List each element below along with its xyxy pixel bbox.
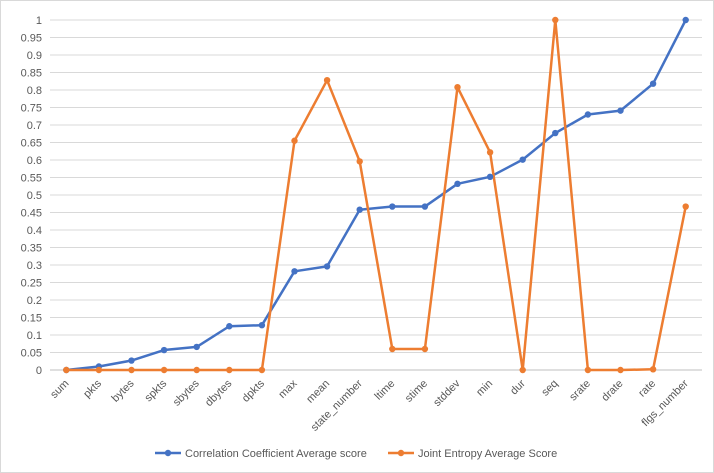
data-point — [552, 129, 559, 137]
data-point — [258, 322, 266, 329]
data-point — [226, 366, 233, 374]
y-tick-label: 0.1 — [27, 330, 42, 342]
data-point — [682, 16, 689, 24]
x-tick-label: sum — [48, 378, 71, 401]
data-point — [584, 111, 592, 118]
series-line-0 — [66, 19, 687, 372]
data-point — [193, 366, 200, 374]
data-point — [552, 16, 559, 24]
data-point — [323, 263, 331, 270]
series-lines — [66, 18, 687, 372]
data-point — [519, 156, 526, 163]
series-line-1 — [66, 18, 687, 372]
y-axis-tick-labels: 0 0.05 0.1 0.15 0.2 0.25 0.3 0.35 0.4 0.45 0.5 0.55… — [21, 15, 42, 377]
series-points — [63, 16, 689, 374]
data-point — [454, 84, 461, 91]
x-tick-label: bytes — [110, 377, 137, 404]
x-tick-label: spkts — [143, 377, 170, 404]
y-tick-label: 0.6 — [27, 155, 42, 167]
legend-label: Correlation Coefficient Average score — [185, 448, 367, 460]
y-tick-label: 0.55 — [21, 173, 42, 185]
y-tick-label: 0.45 — [21, 208, 42, 220]
y-tick-label: 0.35 — [21, 243, 42, 255]
data-point — [356, 206, 363, 213]
y-tick-label: 0.65 — [21, 138, 42, 150]
x-tick-label: rate — [636, 378, 658, 400]
legend-swatch-marker — [164, 449, 172, 457]
data-point — [389, 203, 396, 210]
x-tick-label: min — [474, 378, 495, 399]
x-tick-label: dbytes — [203, 377, 235, 409]
data-point — [63, 366, 70, 374]
x-axis-tick-labels: sum pkts bytes spkts sbytes dbytes dpkts max mea… — [48, 377, 691, 433]
legend-label: Joint Entropy Average Score — [418, 448, 557, 460]
x-tick-label: pkts — [81, 377, 104, 400]
y-tick-label: 0.2 — [27, 295, 42, 307]
data-point — [291, 268, 298, 275]
x-tick-label: stddev — [431, 377, 463, 409]
legend-swatch-marker — [397, 449, 405, 457]
x-tick-label: max — [276, 377, 300, 401]
data-point — [519, 366, 526, 374]
data-point — [649, 366, 657, 373]
y-tick-label: 0.95 — [21, 33, 42, 45]
x-tick-label: drate — [599, 378, 625, 404]
data-point — [160, 366, 168, 374]
data-point — [128, 366, 135, 374]
y-tick-label: 0.7 — [27, 120, 42, 132]
data-point — [421, 203, 429, 210]
y-tick-label: 0.9 — [27, 50, 42, 62]
data-point — [486, 173, 494, 180]
data-point — [486, 149, 494, 156]
x-tick-label: srate — [567, 378, 593, 404]
data-point — [454, 180, 461, 187]
x-tick-label: sbytes — [171, 377, 202, 408]
y-tick-label: 0 — [36, 365, 42, 377]
x-tick-label: dpkts — [240, 377, 267, 404]
y-tick-label: 0.25 — [21, 278, 42, 290]
data-point — [258, 366, 266, 374]
x-tick-label: seq — [539, 378, 560, 399]
y-tick-label: 0.3 — [27, 260, 42, 272]
data-point — [389, 345, 396, 353]
gridlines — [50, 19, 702, 371]
data-point — [323, 77, 331, 84]
data-point — [226, 323, 233, 330]
y-tick-label: 1 — [36, 15, 42, 27]
data-point — [682, 203, 689, 210]
data-point — [617, 107, 624, 114]
y-tick-label: 0.05 — [21, 348, 42, 360]
data-point — [356, 158, 363, 165]
y-tick-label: 0.5 — [27, 190, 42, 202]
data-point — [95, 366, 103, 374]
y-tick-label: 0.15 — [21, 313, 42, 325]
data-point — [617, 366, 624, 374]
data-point — [649, 80, 657, 87]
x-tick-label: mean — [304, 378, 332, 406]
data-point — [291, 137, 298, 144]
data-point — [584, 366, 592, 374]
x-tick-label: ltime — [373, 378, 398, 403]
x-tick-label: stime — [403, 378, 430, 405]
y-tick-label: 0.8 — [27, 85, 42, 97]
data-point — [160, 346, 168, 354]
y-tick-label: 0.85 — [21, 68, 42, 80]
data-point — [421, 345, 429, 353]
y-tick-label: 0.4 — [27, 225, 42, 237]
data-point — [193, 343, 200, 351]
y-tick-label: 0.75 — [21, 103, 42, 115]
x-tick-label: dur — [508, 377, 528, 397]
legend: Correlation Coefficient Average score Joi… — [155, 448, 557, 460]
data-point — [128, 357, 135, 364]
